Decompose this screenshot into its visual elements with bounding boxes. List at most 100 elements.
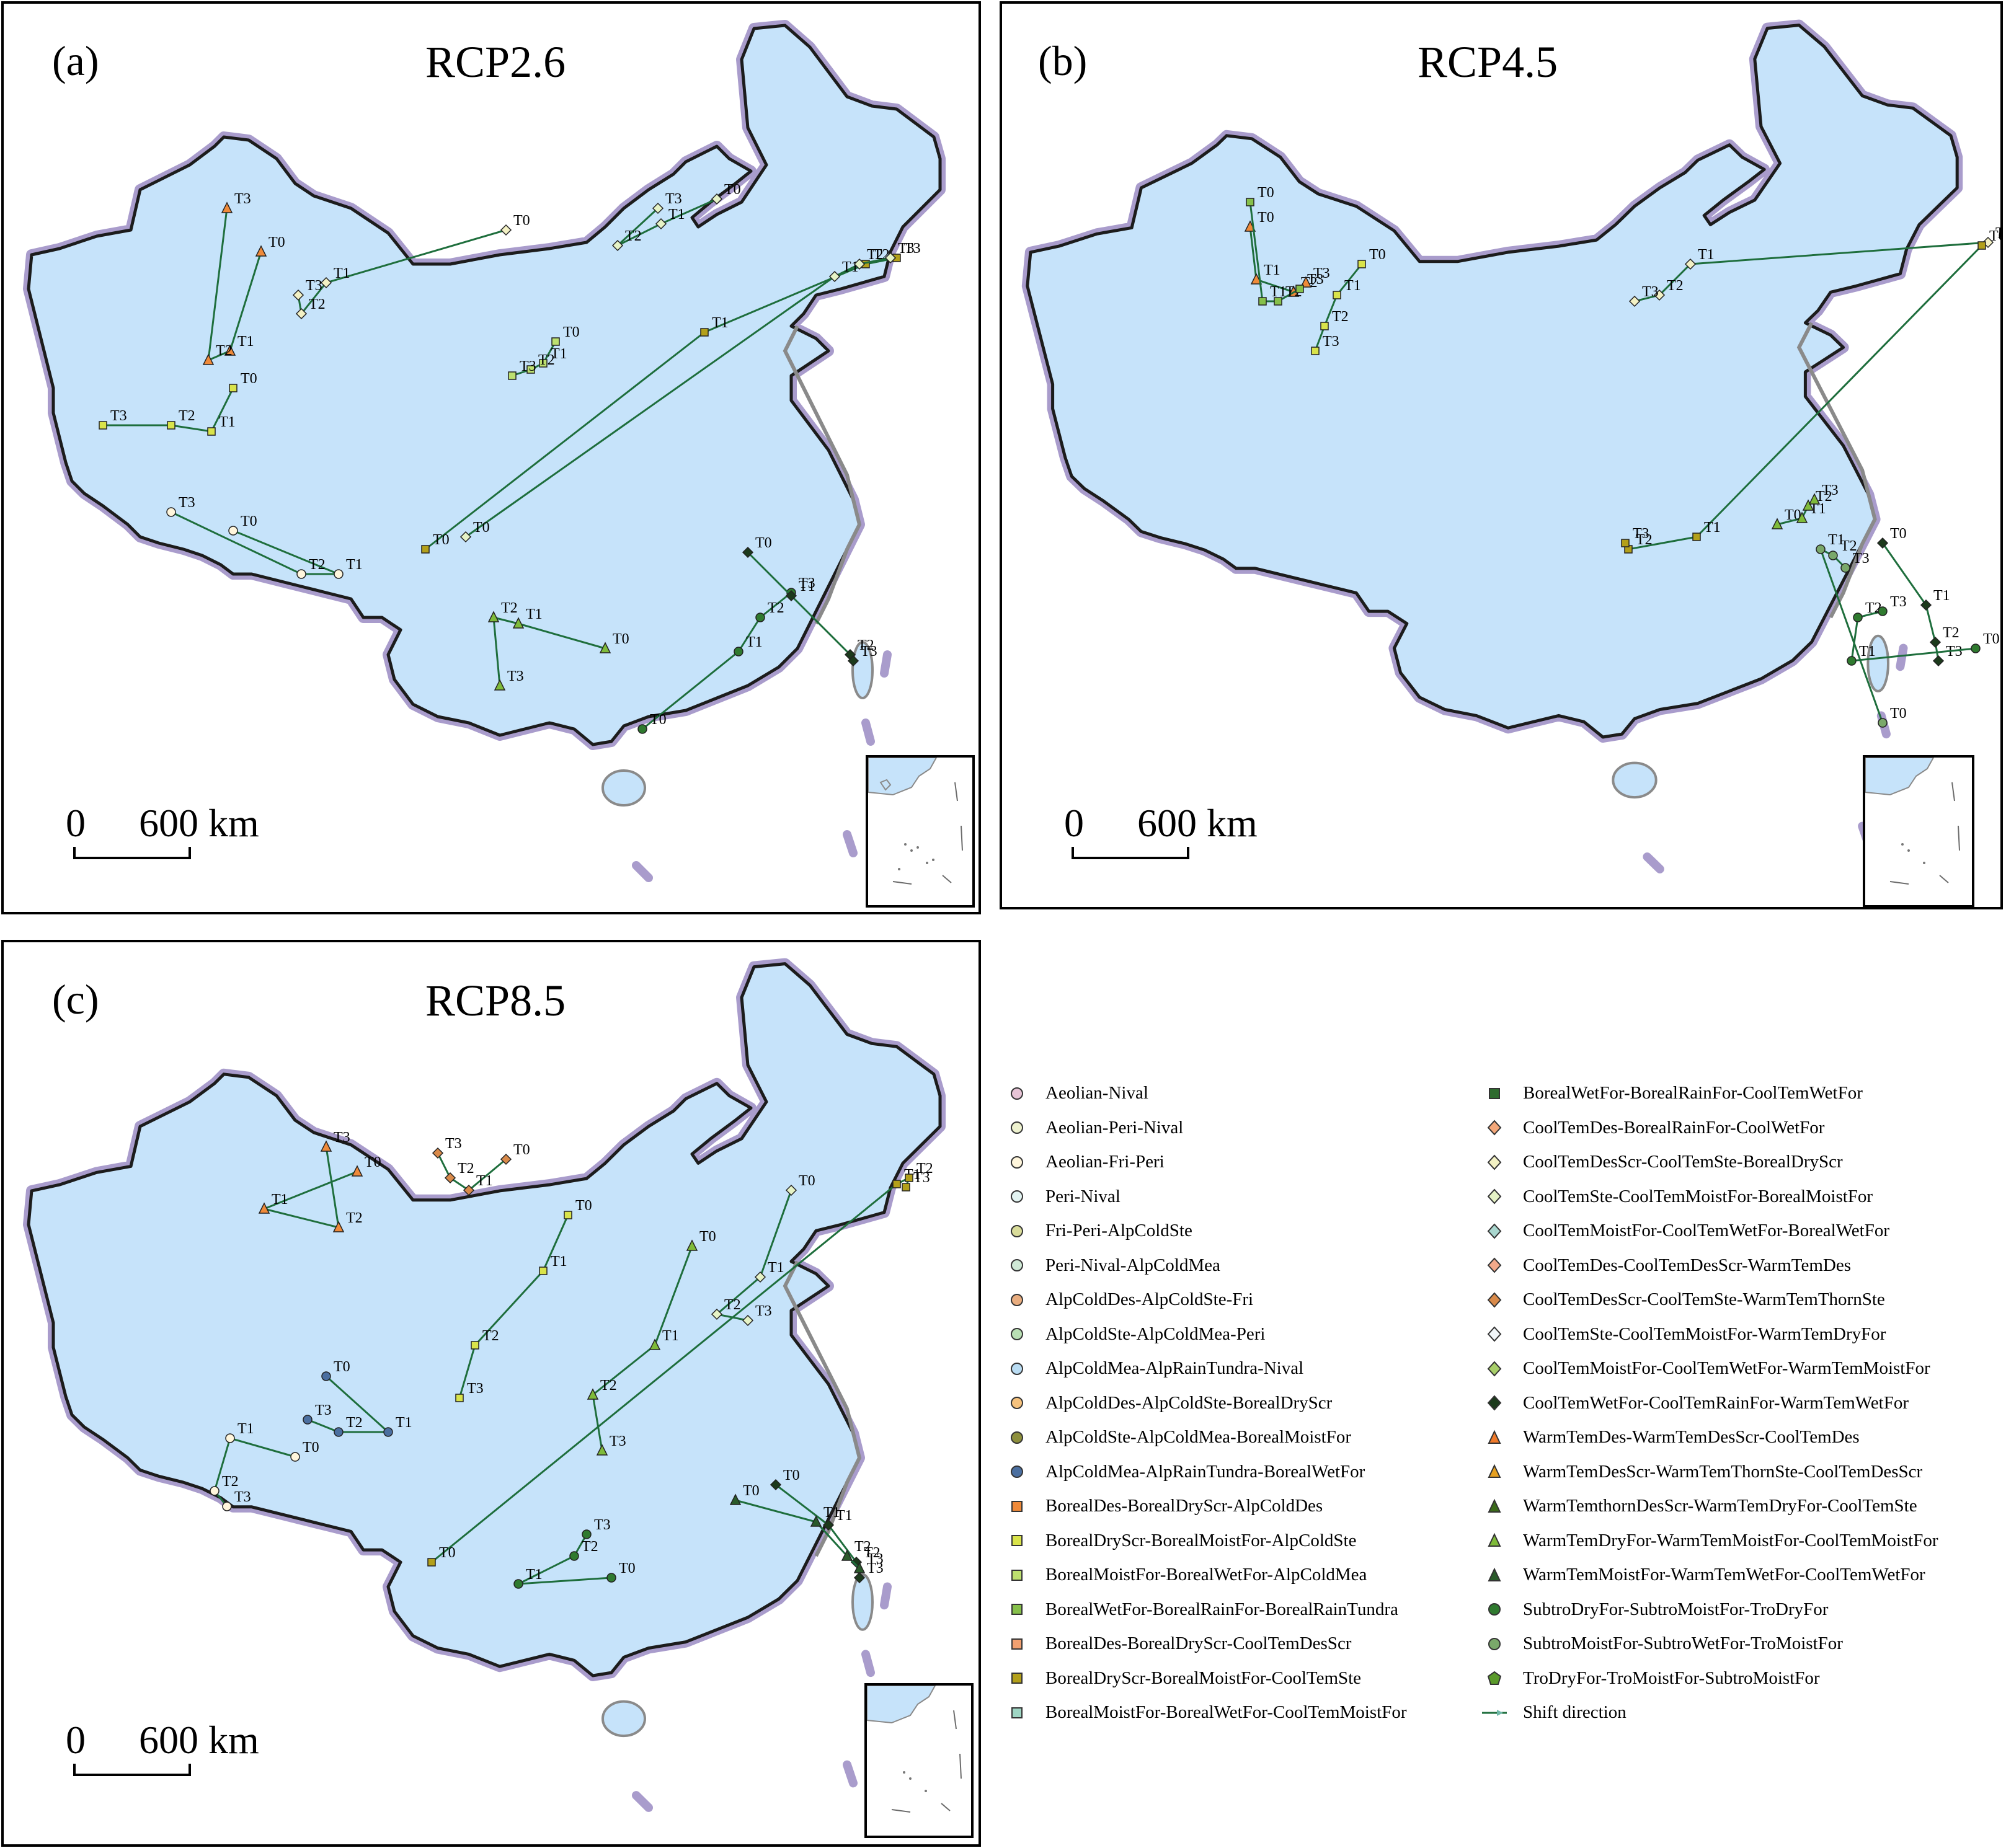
zone-centroid-marker	[822, 1519, 835, 1531]
time-step-label: T2	[482, 1328, 499, 1344]
maritime-boundary-dash	[843, 830, 858, 857]
time-step-label: T0	[619, 1560, 636, 1576]
time-step-label: T3	[1633, 526, 1649, 542]
square-marker-icon	[1005, 1704, 1029, 1722]
time-step-label: T0	[439, 1545, 456, 1561]
zone-centroid-marker	[1828, 550, 1838, 560]
scale-bar	[1072, 847, 1189, 859]
zone-centroid-marker	[471, 1341, 479, 1350]
legend-item: Peri-Nival-AlpColdMea	[1005, 1249, 1406, 1283]
legend-item: CoolTemMoistFor-CoolTemWetFor-BorealWetF…	[1482, 1214, 1938, 1249]
zone-centroid-marker	[207, 427, 216, 436]
legend-label: AlpColdSte-AlpColdMea-Peri	[1045, 1324, 1266, 1344]
shift-track	[307, 1375, 391, 1433]
circle-marker-icon	[1482, 1600, 1507, 1619]
shift-track	[735, 1499, 861, 1570]
zone-centroid-marker	[432, 1147, 444, 1159]
circle-marker-icon	[1005, 1153, 1029, 1172]
time-step-label: T2	[724, 1297, 741, 1313]
zone-centroid-marker	[99, 421, 107, 430]
zone-centroid-marker	[1653, 289, 1666, 301]
zone-centroid-marker	[742, 1314, 754, 1327]
time-step-label: T1	[746, 634, 763, 650]
legend-item: BorealMoistFor-BorealWetFor-CoolTemMoist…	[1005, 1695, 1406, 1730]
shift-track	[592, 1245, 693, 1451]
zone-centroid-marker	[508, 371, 517, 380]
time-step-label: T3	[755, 1303, 772, 1319]
shift-track	[518, 1534, 612, 1585]
time-step-label: T2	[222, 1474, 239, 1490]
zone-centroid-marker	[1621, 539, 1630, 547]
legend-label: CoolTemDes-BorealRainFor-CoolWetFor	[1523, 1117, 1825, 1138]
time-step-label: T2	[600, 1377, 617, 1394]
coastline	[1796, 322, 1877, 619]
time-step-label: T0	[303, 1439, 319, 1456]
legend-label: CoolTemMoistFor-CoolTemWetFor-WarmTemMoi…	[1523, 1358, 1930, 1379]
legend-label: BorealDryScr-BorealMoistFor-AlpColdSte	[1045, 1530, 1357, 1550]
circle-marker-icon	[1005, 1394, 1029, 1412]
zone-centroid-marker	[1920, 599, 1932, 611]
legend-label: Aeolian-Peri-Nival	[1045, 1117, 1184, 1138]
diamond-marker-icon	[1482, 1325, 1507, 1343]
time-step-label: T1	[526, 606, 543, 622]
zone-centroid-marker	[224, 344, 236, 356]
legend-label: BorealDryScr-BorealMoistFor-CoolTemSte	[1045, 1668, 1362, 1688]
legend-item: SubtroDryFor-SubtroMoistFor-TroDryFor	[1482, 1593, 1938, 1627]
time-step-label: T1	[334, 265, 350, 281]
time-step-label: T3	[234, 191, 251, 207]
time-step-label: T2	[1840, 538, 1857, 554]
legend-label: CoolTemDesScr-CoolTemSte-BorealDryScr	[1523, 1152, 1843, 1172]
legend-item: BorealDryScr-BorealMoistFor-CoolTemSte	[1005, 1661, 1406, 1696]
time-step-label: T2	[179, 408, 195, 424]
shift-track	[1634, 241, 1989, 303]
zone-centroid-marker	[1929, 636, 1942, 648]
maritime-boundary-dash	[880, 650, 892, 678]
legend-label: CoolTemWetFor-CoolTemRainFor-WarmTemWetF…	[1523, 1392, 1909, 1413]
legend-label: CoolTemSte-CoolTemMoistFor-BorealMoistFo…	[1523, 1186, 1873, 1206]
shift-track	[616, 198, 717, 247]
zone-centroid-marker	[334, 1427, 344, 1437]
time-step-label: T3	[1313, 265, 1330, 281]
zone-centroid-marker	[785, 590, 797, 602]
time-step-label: T3	[913, 1170, 930, 1186]
time-step-label: T1	[799, 578, 815, 595]
zone-centroid-marker	[770, 1479, 782, 1491]
time-step-label: T1	[1704, 519, 1721, 536]
coastline	[783, 1260, 862, 1557]
zone-centroid-marker	[1295, 285, 1304, 293]
south-china-sea-inset	[864, 1683, 974, 1838]
time-step-label: T2	[346, 1210, 363, 1226]
china-landmass	[27, 24, 942, 746]
time-step-label: T1	[551, 346, 567, 362]
south-china-sea-inset	[866, 755, 975, 908]
taiwan-island	[851, 1573, 874, 1631]
zone-centroid-marker	[853, 1562, 866, 1573]
zone-centroid-marker	[828, 270, 841, 283]
time-step-label: T3	[1822, 482, 1839, 498]
time-step-label: T1	[346, 557, 363, 573]
zone-centroid-marker	[421, 545, 430, 554]
zone-centroid-marker	[255, 245, 267, 257]
zone-centroid-marker	[459, 531, 472, 543]
time-step-label: T0	[241, 371, 257, 387]
shift-track	[1850, 610, 1976, 662]
circle-marker-icon	[1005, 1428, 1029, 1447]
time-step-label: T1	[1698, 247, 1715, 263]
time-step-label: T2	[538, 352, 555, 368]
zone-centroid-marker	[228, 526, 238, 536]
legend-label: AlpColdSte-AlpColdMea-BorealMoistFor	[1045, 1427, 1351, 1448]
circle-marker-icon	[1005, 1462, 1029, 1481]
map-legend: Aeolian-Nival Aeolian-Peri-Nival Aeolian-F…	[1005, 1076, 1997, 1758]
zone-centroid-marker	[296, 569, 306, 579]
zone-centroid-marker	[1796, 511, 1808, 523]
shift-track	[431, 1176, 911, 1563]
map-panel-rcp85: T0 T1 T2 T3 T0 T1 T2 T3 T0 T1 T2 T3 T0 T1 T2 T3 T0 T1 T2 T3…	[1, 940, 981, 1847]
legend-item: Aeolian-Nival	[1005, 1076, 1406, 1111]
zone-centroid-marker	[1300, 276, 1312, 288]
time-step-label: T2	[346, 1415, 363, 1431]
china-landmass	[1026, 24, 1959, 739]
time-step-label: T0	[724, 182, 741, 198]
zone-centroid-marker	[1840, 563, 1850, 573]
legend-label: CoolTemMoistFor-CoolTemWetFor-BorealWetF…	[1523, 1221, 1889, 1241]
